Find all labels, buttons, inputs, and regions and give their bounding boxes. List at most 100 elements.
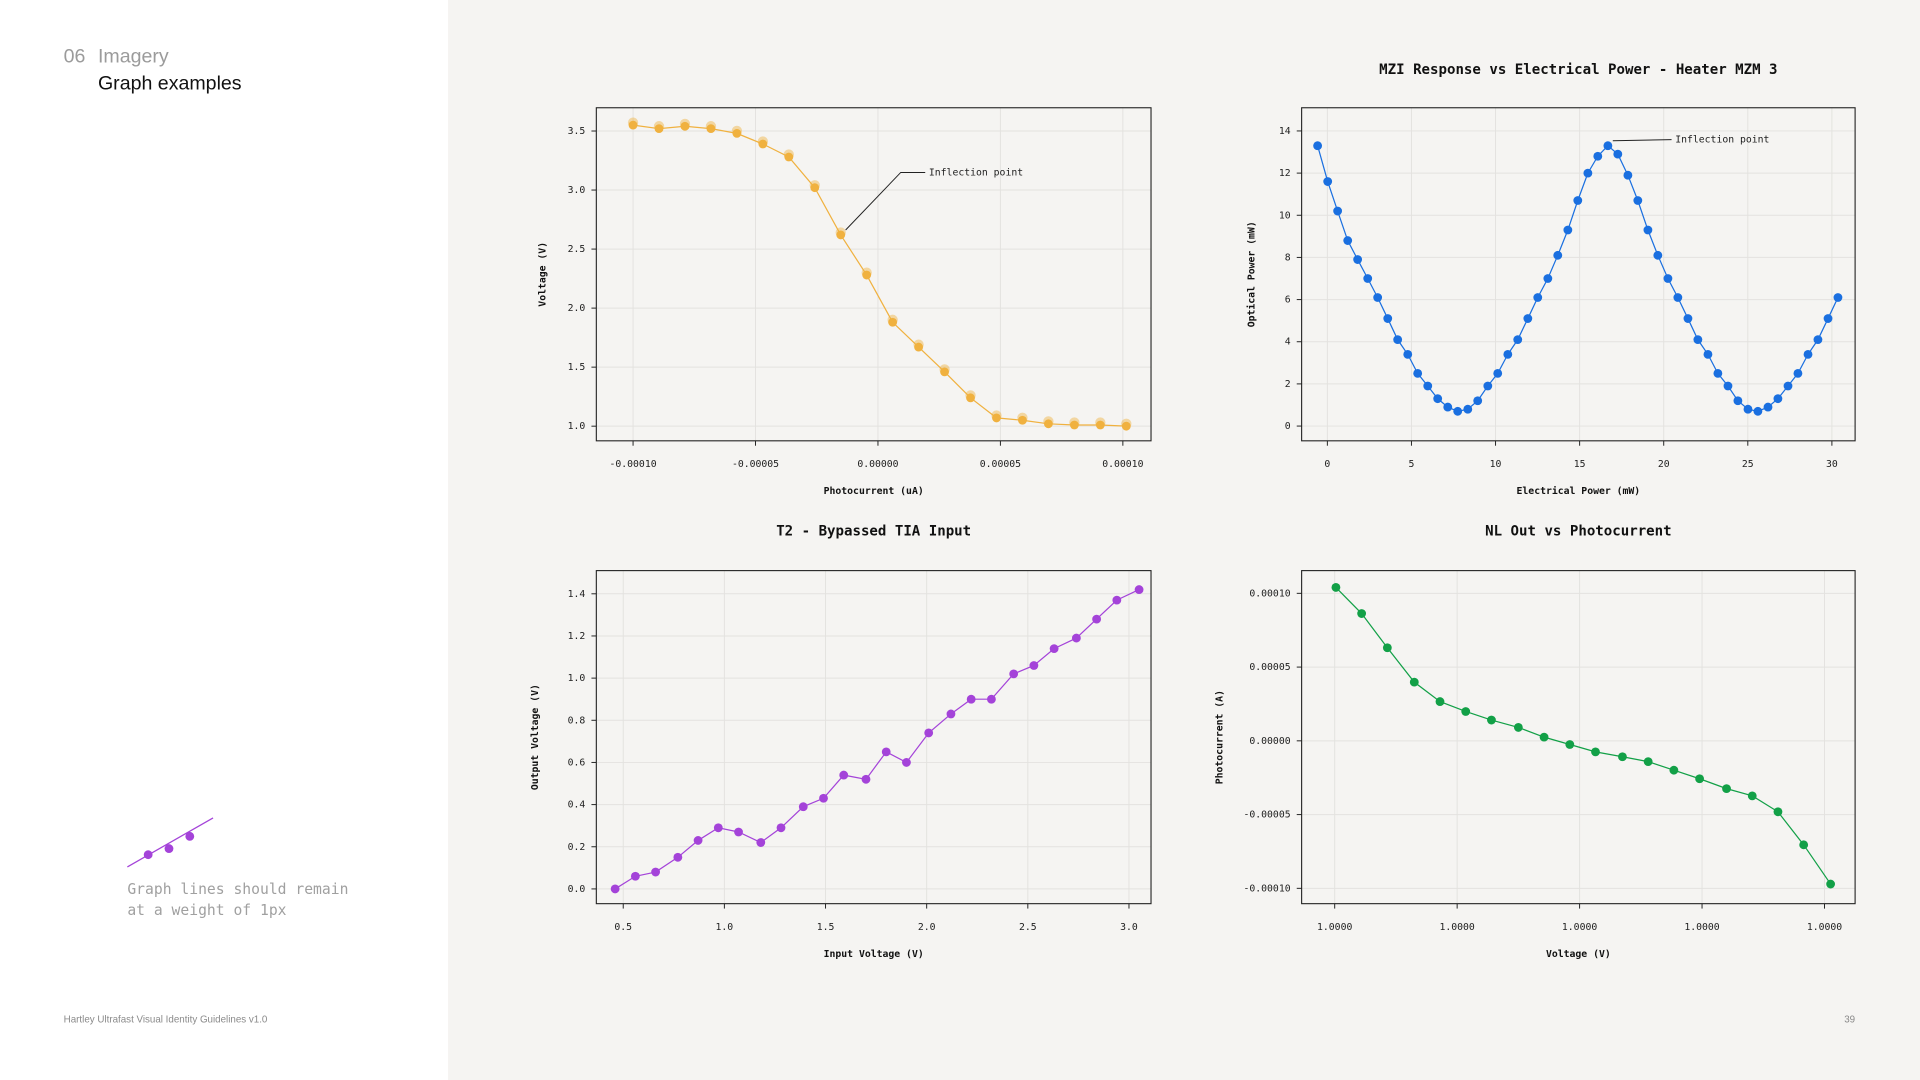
y-tick-label: 0.6 xyxy=(568,757,586,768)
data-point xyxy=(1333,206,1343,216)
y-tick-label: 0 xyxy=(1285,421,1291,432)
page-title: Graph examples xyxy=(98,73,242,95)
data-point xyxy=(940,367,949,377)
data-point xyxy=(1591,747,1600,757)
data-point xyxy=(1095,420,1105,430)
data-point xyxy=(1583,168,1593,178)
data-point xyxy=(1803,349,1813,359)
x-tick-label: 10 xyxy=(1490,459,1502,470)
chart: 0.5 1.0 1.5 2.0 2.5 3.0 0.0 0.2 0.4 0.6 0.8 1.0 1.2 1… xyxy=(530,523,1152,960)
data-point xyxy=(902,758,911,767)
data-point xyxy=(881,747,891,757)
data-point xyxy=(1513,335,1523,345)
data-point xyxy=(1092,614,1102,624)
data-point xyxy=(1553,250,1563,260)
data-point xyxy=(836,230,846,240)
data-point xyxy=(819,793,828,803)
y-tick-label: 2 xyxy=(1285,379,1291,390)
plot-area xyxy=(1301,107,1856,441)
y-tick-label: 2.5 xyxy=(568,244,586,255)
data-point xyxy=(1683,314,1693,323)
data-point xyxy=(1573,196,1583,205)
data-point xyxy=(1331,583,1341,592)
data-point xyxy=(651,867,661,877)
data-point xyxy=(1413,368,1423,378)
data-point xyxy=(1343,236,1353,245)
plot-frame xyxy=(595,107,1152,442)
data-point xyxy=(1473,396,1483,406)
data-point xyxy=(1435,697,1445,707)
x-tick-label: -0.00010 xyxy=(609,459,656,470)
x-tick-label: 2.5 xyxy=(1019,922,1037,933)
data-point xyxy=(1353,255,1363,264)
y-tick-label: 3.0 xyxy=(568,185,586,196)
data-point xyxy=(610,884,620,894)
data-point xyxy=(1633,196,1643,205)
footer-text: Hartley Ultrafast Visual Identity Guidel… xyxy=(64,1015,268,1026)
data-point xyxy=(1483,381,1493,391)
data-point xyxy=(758,139,768,149)
y-tick-label: 10 xyxy=(1279,210,1291,221)
data-point xyxy=(914,342,924,352)
y-tick-label: 0.4 xyxy=(568,800,586,811)
note-text: at a weight of 1px xyxy=(127,902,286,919)
data-point xyxy=(946,709,956,719)
data-point xyxy=(1693,335,1703,345)
plot-frame xyxy=(595,570,1152,905)
data-point xyxy=(1323,177,1333,186)
data-point xyxy=(1773,807,1783,817)
data-point xyxy=(732,128,742,138)
y-tick-label: 0.0 xyxy=(568,884,586,895)
data-point xyxy=(1695,774,1704,784)
data-point xyxy=(734,827,743,837)
data-point xyxy=(1643,225,1653,235)
data-point xyxy=(966,694,976,704)
data-point xyxy=(1563,225,1573,235)
icon-dot xyxy=(185,831,195,841)
x-tick-label: 25 xyxy=(1742,459,1754,470)
data-point xyxy=(776,823,786,833)
data-point xyxy=(654,124,664,134)
data-point xyxy=(630,871,640,881)
data-point xyxy=(1513,722,1523,732)
y-tick-label: 0.2 xyxy=(568,842,586,853)
data-point xyxy=(1713,368,1723,378)
plot-area xyxy=(596,107,1152,441)
data-point xyxy=(628,120,638,130)
data-point xyxy=(987,694,996,704)
data-point xyxy=(1773,394,1783,404)
data-point xyxy=(810,183,820,193)
section-number: 06 xyxy=(64,46,86,68)
data-point xyxy=(1613,149,1623,159)
x-tick-label: 0.00005 xyxy=(980,459,1021,470)
y-tick-label: 1.0 xyxy=(568,673,586,684)
icon-dot xyxy=(164,844,174,853)
chart: 1.0000 1.0000 1.0000 1.0000 1.0000 -0.00010 -0… xyxy=(1215,523,1856,960)
data-point xyxy=(784,152,794,162)
plot-frame xyxy=(1301,107,1856,442)
chart-title: MZI Response vs Electrical Power - Heate… xyxy=(1379,62,1777,78)
data-point xyxy=(1539,732,1549,742)
data-point xyxy=(1383,314,1393,323)
data-point xyxy=(1543,274,1553,283)
data-point xyxy=(1703,349,1713,359)
data-point xyxy=(1029,661,1039,670)
data-point xyxy=(1743,404,1753,414)
icon-dot xyxy=(143,850,153,860)
data-point xyxy=(1593,151,1603,161)
data-point xyxy=(1722,784,1731,794)
page-number: 39 xyxy=(1844,1015,1855,1026)
data-point xyxy=(888,317,898,327)
data-point xyxy=(839,770,849,780)
data-point xyxy=(713,823,723,833)
data-point xyxy=(1533,293,1543,302)
y-tick-label: 1.0 xyxy=(568,421,586,432)
y-tick-label: -0.00010 xyxy=(1243,883,1290,894)
data-point xyxy=(966,393,975,403)
data-point xyxy=(1493,368,1503,378)
data-point xyxy=(1313,141,1323,151)
data-point xyxy=(1733,396,1743,406)
x-tick-label: -0.00005 xyxy=(732,459,779,470)
